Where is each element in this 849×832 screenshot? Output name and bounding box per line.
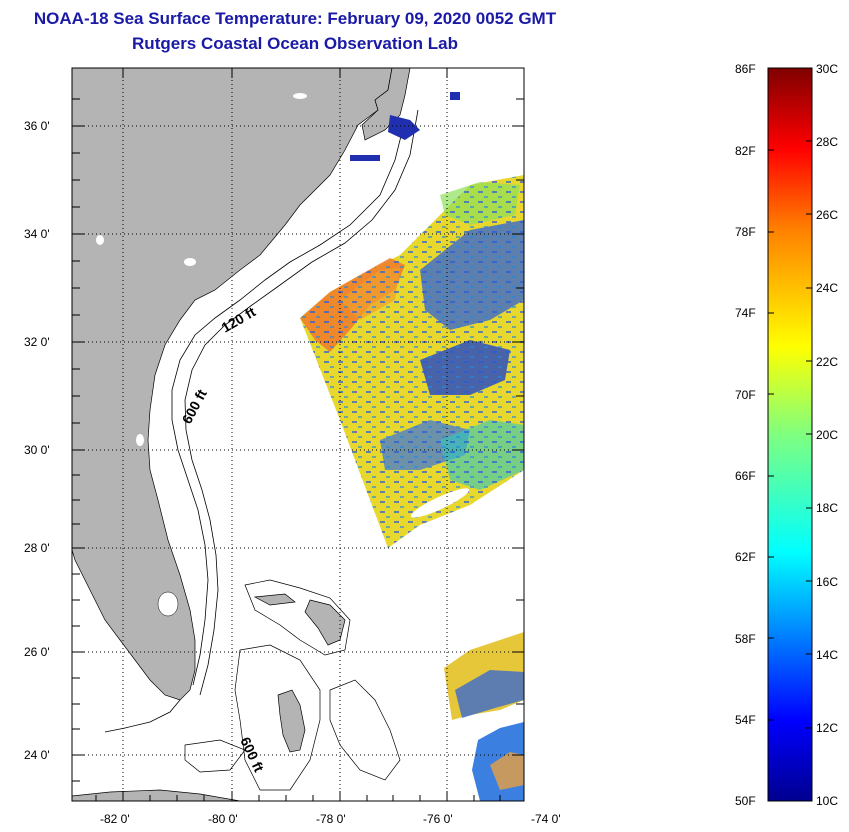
- lat-label: 36 0': [24, 119, 50, 133]
- land-florida-keys: [104, 699, 181, 733]
- colorbar: [767, 67, 813, 802]
- lake: [184, 258, 196, 266]
- lon-label: -76 0': [423, 812, 453, 826]
- colorbar-f-label: 62F: [735, 550, 756, 564]
- colorbar-c-label: 24C: [816, 281, 838, 295]
- colorbar-c-label: 14C: [816, 648, 838, 662]
- lat-label: 26 0': [24, 645, 50, 659]
- colorbar-f-label: 86F: [735, 62, 756, 76]
- colorbar-c-label: 18C: [816, 501, 838, 515]
- colorbar-f-label: 66F: [735, 469, 756, 483]
- sst-sound-3: [450, 92, 460, 100]
- land-bahamas-abaco: [304, 599, 346, 646]
- lake: [136, 434, 144, 446]
- land-cuba: [72, 789, 241, 801]
- lat-label: 24 0': [24, 748, 50, 762]
- lat-label: 32 0': [24, 335, 50, 349]
- lon-label: -82 0': [100, 812, 130, 826]
- colorbar-f-label: 50F: [735, 794, 756, 808]
- contour-bahamas-2: [234, 644, 321, 791]
- lat-label: 34 0': [24, 227, 50, 241]
- map-content: 120 ft 600 ft 600 ft: [72, 68, 524, 801]
- land-bahamas-andros: [277, 689, 306, 753]
- lat-label: 28 0': [24, 541, 50, 555]
- sst-swath-lower-cool: [455, 670, 524, 718]
- land-bahamas-grand: [253, 593, 296, 606]
- contour-bahamas-3: [329, 679, 401, 781]
- contour-600ft: [184, 109, 419, 696]
- sst-swath-bottom-warm: [490, 752, 524, 790]
- colorbar-c-label: 28C: [816, 135, 838, 149]
- lon-label: -74 0': [531, 812, 561, 826]
- colorbar-f-label: 58F: [735, 632, 756, 646]
- map-grid: [72, 68, 524, 801]
- contour-bahamas: [244, 579, 351, 656]
- contour-120ft: [171, 119, 406, 686]
- colorbar-c-label: 26C: [816, 208, 838, 222]
- lon-label: -80 0': [208, 812, 238, 826]
- colorbar-c-label: 16C: [816, 575, 838, 589]
- colorbar-f-label: 82F: [735, 144, 756, 158]
- colorbar-c-label: 22C: [816, 355, 838, 369]
- land-outer-banks: [361, 68, 411, 141]
- lat-label: 30 0': [24, 443, 50, 457]
- lake-okeechobee: [157, 591, 179, 617]
- sst-sound-2: [350, 155, 380, 161]
- lake: [96, 235, 104, 245]
- lon-label: -78 0': [316, 812, 346, 826]
- sst-speckle: [300, 175, 524, 548]
- sst-sound: [388, 115, 420, 140]
- contour-cuba: [184, 739, 246, 773]
- colorbar-c-label: 12C: [816, 721, 838, 735]
- map-border: [71, 67, 525, 802]
- lake: [293, 93, 307, 99]
- colorbar-ticks: [768, 140, 812, 729]
- colorbar-c-label: 20C: [816, 428, 838, 442]
- land-mainland: [72, 68, 393, 701]
- page-title: NOAA-18 Sea Surface Temperature: Februar…: [33, 9, 557, 28]
- colorbar-f-label: 70F: [735, 388, 756, 402]
- page-subtitle: Rutgers Coastal Ocean Observation Lab: [132, 34, 458, 53]
- colorbar-c-label: 10C: [816, 794, 838, 808]
- colorbar-f-label: 74F: [735, 306, 756, 320]
- colorbar-f-label: 54F: [735, 713, 756, 727]
- axis-ticks: [72, 68, 524, 801]
- colorbar-f-label: 78F: [735, 225, 756, 239]
- colorbar-c-label: 30C: [816, 62, 838, 76]
- cloud-gap: [410, 488, 470, 518]
